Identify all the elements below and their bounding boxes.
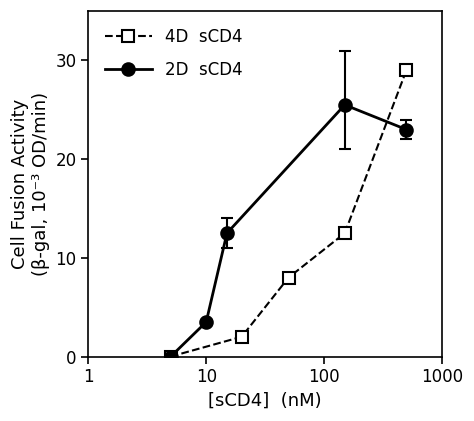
4D  sCD4	[239, 334, 245, 339]
2D  sCD4	[203, 320, 209, 325]
Line: 4D  sCD4: 4D sCD4	[165, 65, 412, 362]
2D  sCD4	[403, 127, 409, 132]
2D  sCD4	[168, 354, 173, 359]
4D  sCD4	[342, 231, 347, 236]
Line: 2D  sCD4: 2D sCD4	[164, 99, 412, 363]
2D  sCD4	[342, 102, 347, 107]
4D  sCD4	[403, 68, 409, 73]
X-axis label: [sCD4]  (nM): [sCD4] (nM)	[208, 392, 322, 410]
Y-axis label: Cell Fusion Activity
(β-gal, 10⁻³ OD/min): Cell Fusion Activity (β-gal, 10⁻³ OD/min…	[11, 92, 50, 276]
2D  sCD4	[224, 231, 230, 236]
Legend: 4D  sCD4, 2D  sCD4: 4D sCD4, 2D sCD4	[97, 19, 251, 87]
4D  sCD4	[286, 275, 292, 280]
4D  sCD4	[168, 354, 173, 359]
